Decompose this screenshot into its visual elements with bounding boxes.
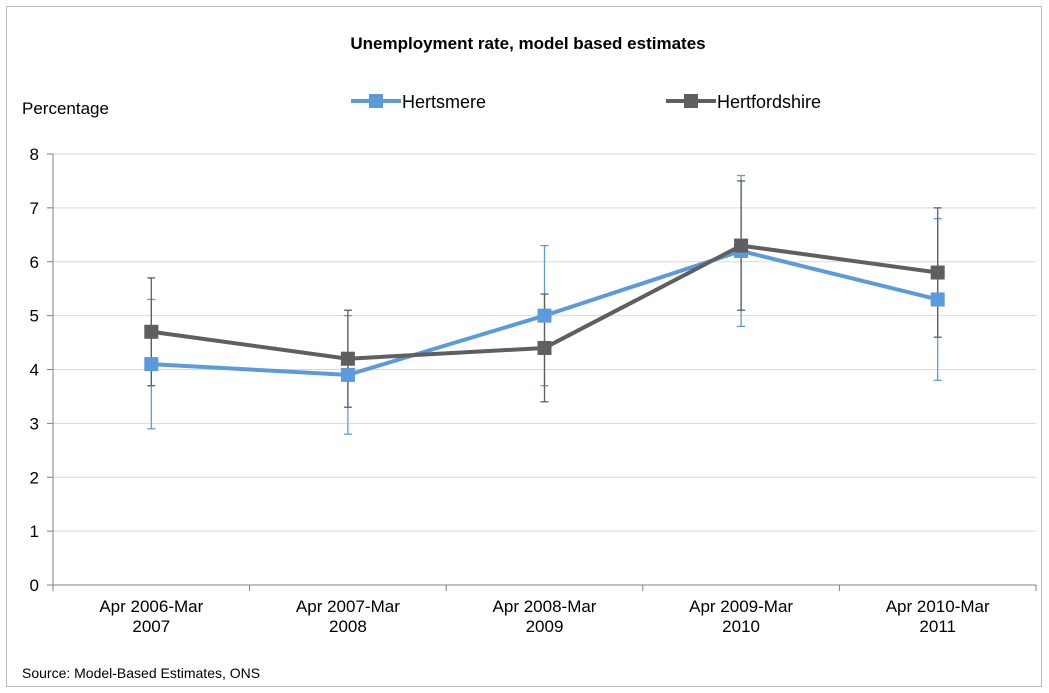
x-tick-label: Apr 2007-Mar 2008 [296, 597, 400, 636]
y-tick-label: 7 [30, 199, 39, 218]
x-tick-label-line: Apr 2006-Mar [99, 597, 203, 616]
data-point-hertsmere [537, 308, 552, 323]
y-tick-label: 6 [30, 253, 39, 272]
legend-label-hertsmere: Hertsmere [402, 92, 486, 112]
x-tick-label-line: 2010 [722, 617, 760, 636]
y-tick-label: 8 [30, 145, 39, 164]
chart-title: Unemployment rate, model based estimates [350, 34, 705, 53]
data-point-hertsmere [340, 367, 355, 382]
data-point-hertfordshire [537, 340, 552, 355]
data-point-hertfordshire [144, 324, 159, 339]
x-tick-label-line: Apr 2008-Mar [493, 597, 597, 616]
x-tick-label: Apr 2006-Mar 2007 [99, 597, 203, 636]
legend-swatch-marker-hertsmere [369, 94, 383, 108]
data-point-hertfordshire [340, 351, 355, 366]
x-tick-label-line: Apr 2007-Mar [296, 597, 400, 616]
data-point-hertfordshire [930, 265, 945, 280]
x-tick-label: Apr 2009-Mar 2010 [689, 597, 793, 636]
y-axis-label: Percentage [22, 99, 109, 118]
x-tick-label: Apr 2010-Mar 2011 [886, 597, 990, 636]
y-tick-label: 3 [30, 414, 39, 433]
x-tick-label-line: 2009 [526, 617, 564, 636]
y-tick-label: 5 [30, 307, 39, 326]
x-tick-label: Apr 2008-Mar 2009 [493, 597, 597, 636]
data-point-hertfordshire [734, 238, 749, 253]
x-tick-label-line: Apr 2009-Mar [689, 597, 793, 616]
x-tick-label-line: 2011 [919, 617, 956, 636]
x-tick-label-line: 2007 [132, 617, 170, 636]
chart-frame [6, 6, 1042, 687]
y-tick-label: 2 [30, 468, 39, 487]
y-tick-label: 4 [30, 361, 39, 380]
x-tick-label-line: 2008 [329, 617, 367, 636]
source-note: Source: Model-Based Estimates, ONS [22, 665, 260, 681]
y-tick-label: 0 [30, 576, 39, 595]
legend-swatch-marker-hertfordshire [684, 94, 698, 108]
legend-label-hertfordshire: Hertfordshire [717, 92, 821, 112]
data-point-hertsmere [144, 357, 159, 372]
y-tick-label: 1 [30, 522, 39, 541]
data-point-hertsmere [930, 292, 945, 307]
x-tick-label-line: Apr 2010-Mar [886, 597, 990, 616]
